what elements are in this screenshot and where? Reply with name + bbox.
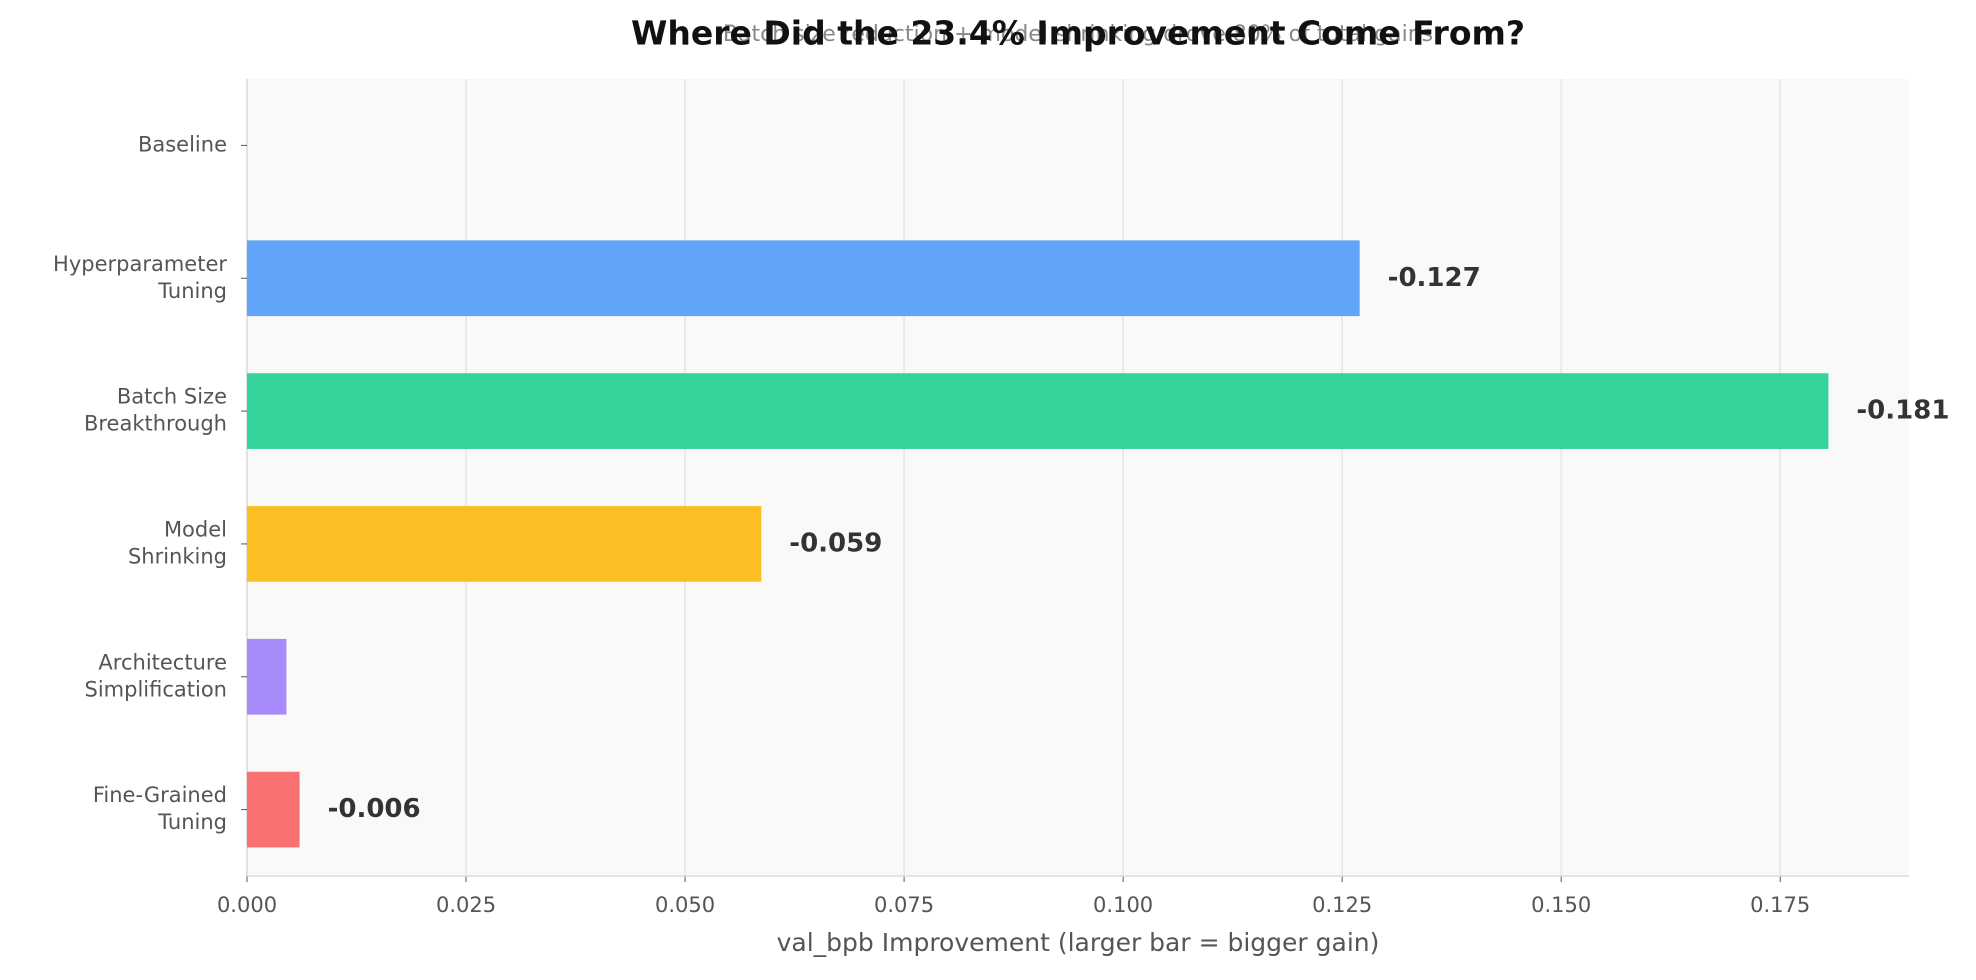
bar (247, 506, 762, 582)
y-tick-label: Hyperparameter Tuning (53, 252, 227, 303)
chart-subtitle: Batch size reduction + model shrinking d… (723, 22, 1433, 47)
x-tick-label: 0.125 (1312, 893, 1372, 917)
value-label: -0.127 (1388, 263, 1481, 293)
y-tick-label: Architecture Simplification (85, 650, 228, 701)
x-tick-label: 0.025 (436, 893, 496, 917)
plot-area (247, 79, 1909, 876)
y-tick-label: Baseline (138, 132, 227, 156)
value-label: -0.059 (789, 528, 882, 558)
x-tick-label: 0.150 (1531, 893, 1591, 917)
bar (247, 771, 300, 848)
bar (247, 240, 1360, 317)
value-label: -0.006 (328, 794, 421, 824)
x-tick-label: 0.100 (1093, 893, 1153, 917)
bar (247, 638, 287, 715)
x-tick-label: 0.175 (1750, 893, 1810, 917)
y-tick-label: Batch Size Breakthrough (84, 385, 227, 436)
x-tick-label: 0.000 (217, 893, 277, 917)
x-axis-label: val_bpb Improvement (larger bar = bigger… (777, 928, 1380, 957)
y-tick-label: Fine-Grained Tuning (93, 783, 227, 834)
y-tick-label: Model Shrinking (128, 517, 227, 568)
x-tick-label: 0.050 (655, 893, 715, 917)
x-tick-label: 0.075 (874, 893, 934, 917)
chart-title: Where Did the 23.4% Improvement Come Fro… (631, 14, 1525, 53)
bar (247, 373, 1829, 449)
value-label: -0.181 (1856, 396, 1949, 426)
